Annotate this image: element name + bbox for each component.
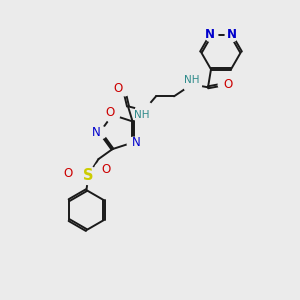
Text: S: S <box>83 168 94 183</box>
Text: NH: NH <box>184 75 200 85</box>
Text: N: N <box>227 28 237 41</box>
Text: N: N <box>132 136 141 149</box>
Text: NH: NH <box>134 110 150 120</box>
Text: O: O <box>113 82 123 95</box>
Text: N: N <box>92 125 100 139</box>
Text: O: O <box>106 106 115 119</box>
Text: O: O <box>224 78 232 91</box>
Text: N: N <box>205 28 215 41</box>
Text: O: O <box>102 163 111 176</box>
Text: O: O <box>64 167 73 180</box>
